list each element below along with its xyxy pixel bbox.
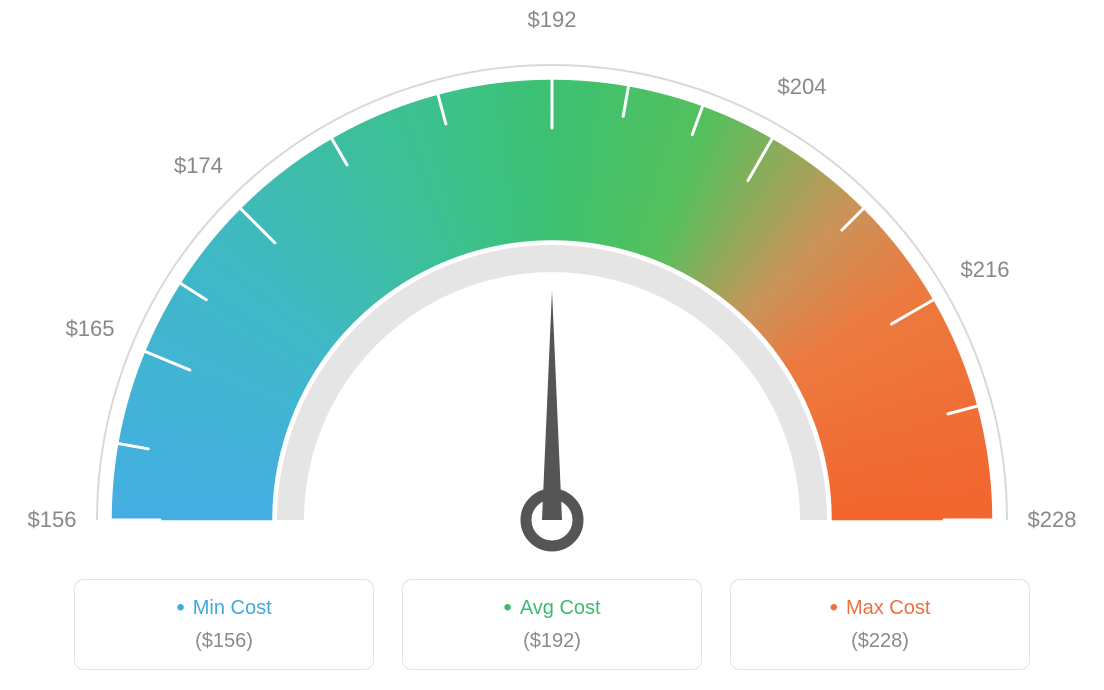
legend-title-max: Max Cost (741, 594, 1019, 622)
gauge-tick-label: $216 (961, 257, 1010, 283)
legend-value-avg: ($192) (413, 630, 691, 653)
gauge-chart: $156 $165 $174 $192 $204 $216 $228 (0, 0, 1104, 560)
gauge-tick-label: $174 (174, 153, 223, 179)
legend-value-max: ($228) (741, 630, 1019, 653)
legend-title-min: Min Cost (85, 594, 363, 622)
cost-gauge-infographic: $156 $165 $174 $192 $204 $216 $228 Min Cost ($… (0, 0, 1104, 690)
legend-title-avg: Avg Cost (413, 594, 691, 622)
legend-card-avg: Avg Cost ($192) (402, 579, 702, 670)
legend-card-max: Max Cost ($228) (730, 579, 1030, 670)
gauge-tick-label: $165 (66, 316, 115, 342)
legend-card-min: Min Cost ($156) (74, 579, 374, 670)
gauge-svg (0, 0, 1104, 560)
legend-value-min: ($156) (85, 630, 363, 653)
gauge-tick-label: $192 (528, 7, 577, 33)
legend-row: Min Cost ($156) Avg Cost ($192) Max Cost… (0, 579, 1104, 670)
gauge-tick-label: $204 (778, 74, 827, 100)
gauge-tick-label: $156 (28, 507, 77, 533)
gauge-tick-label: $228 (1028, 507, 1077, 533)
